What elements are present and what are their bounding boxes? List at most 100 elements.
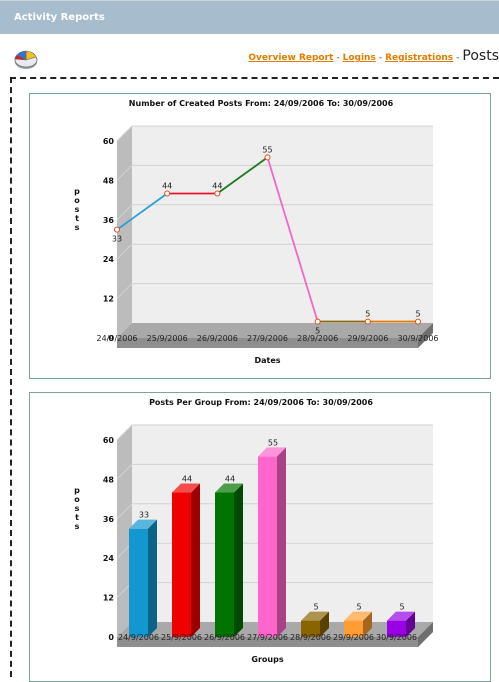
bar [258, 456, 277, 637]
nav-separator: - [456, 53, 460, 63]
x-tick-label: 28/9/2006 [290, 633, 331, 642]
data-label: 5 [415, 310, 420, 319]
bar-top [344, 611, 372, 621]
y-tick-label: 48 [103, 176, 115, 185]
data-label: 33 [112, 235, 122, 244]
x-axis-label: Dates [254, 356, 280, 365]
x-tick-label: 24/9/2006 [118, 633, 159, 642]
chart-back-wall [132, 126, 433, 323]
data-point [214, 190, 221, 197]
bar-side [191, 483, 200, 637]
x-tick-label: 26/9/2006 [204, 633, 245, 642]
bar-side [320, 611, 329, 637]
pie-chart-logo-icon [14, 50, 38, 69]
x-tick-label: 26/9/2006 [197, 334, 238, 343]
y-axis-label-letter: t [75, 214, 79, 223]
bar-top [215, 483, 243, 493]
bar-side [277, 447, 286, 637]
bar-side [363, 611, 372, 637]
y-tick-label: 36 [103, 515, 115, 524]
chart-floor-front [117, 338, 418, 348]
nav-link-registrations[interactable]: Registrations [385, 53, 454, 63]
bar [344, 620, 363, 637]
nav-current-page: Posts [462, 48, 499, 64]
y-tick-label: 60 [103, 436, 115, 445]
gridline-side [116, 283, 133, 299]
y-axis-label-letter: p [74, 486, 80, 495]
data-label: 55 [268, 438, 278, 447]
report-frame-top-border [10, 77, 499, 79]
y-axis-label-letter: s [75, 223, 80, 232]
x-tick-label: 25/9/2006 [161, 633, 202, 642]
data-label: 33 [139, 511, 149, 520]
y-tick-label: 60 [103, 137, 115, 146]
chart-side-wall [117, 126, 132, 338]
gridline-side [116, 243, 133, 260]
nav-separator: - [336, 53, 340, 63]
data-point [415, 318, 421, 325]
data-label: 5 [315, 327, 320, 336]
chart-floor [117, 323, 433, 338]
y-tick-label: 36 [103, 216, 115, 225]
window-title: Activity Reports [14, 12, 105, 23]
chart-floor-front [117, 637, 418, 647]
gridline-side [116, 503, 133, 520]
x-tick-label: 30/9/2006 [397, 334, 438, 343]
window-titlebar: Activity Reports [0, 0, 499, 34]
x-tick-label: 27/9/2006 [247, 334, 288, 343]
chart-title: Posts Per Group From: 24/09/2006 To: 30/… [149, 398, 373, 407]
data-point [164, 190, 171, 197]
y-tick-label: 12 [103, 295, 114, 304]
bar [215, 492, 234, 637]
y-tick-label: 48 [103, 475, 115, 484]
y-axis-label-letter: o [74, 495, 80, 504]
y-tick-label: 24 [103, 554, 115, 563]
data-point [264, 154, 271, 161]
x-tick-label: 29/9/2006 [333, 633, 374, 642]
x-tick-label: 29/9/2006 [347, 334, 388, 343]
line-chart-panel: Number of Created Posts From: 24/09/2006… [29, 93, 491, 379]
y-axis-label-letter: t [75, 513, 79, 522]
chart-title: Number of Created Posts From: 24/09/2006… [129, 99, 394, 108]
x-tick-label: 27/9/2006 [247, 633, 288, 642]
bar [172, 492, 191, 637]
gridline-side [116, 125, 133, 142]
data-point [114, 226, 120, 233]
y-tick-label: 24 [103, 255, 115, 264]
nav-separator: - [378, 53, 383, 63]
series-line-segment [216, 156, 269, 195]
bar-chart-panel: Posts Per Group From: 24/09/2006 To: 30/… [29, 392, 491, 682]
series-line-segment [116, 192, 168, 231]
data-label: 44 [225, 475, 235, 484]
bar [387, 620, 406, 637]
line-chart: Number of Created Posts From: 24/09/2006… [74, 99, 438, 365]
bar [301, 620, 320, 637]
data-label: 5 [356, 603, 361, 612]
x-tick-label: 28/9/2006 [297, 334, 338, 343]
gridline-side [116, 464, 133, 480]
y-tick-label: 0 [108, 334, 114, 343]
bar-side [234, 483, 243, 637]
data-label: 5 [399, 603, 404, 612]
nav-link-logins[interactable]: Logins [342, 53, 376, 63]
chart-side-wall [117, 425, 132, 637]
data-label: 5 [313, 603, 318, 612]
y-tick-label: 0 [108, 633, 114, 642]
y-axis-label-letter: s [75, 205, 80, 214]
bar-top [258, 447, 286, 457]
data-label: 55 [262, 145, 272, 154]
bar-chart: Posts Per Group From: 24/09/2006 To: 30/… [74, 398, 433, 664]
x-tick-label: 30/9/2006 [376, 633, 417, 642]
y-axis-label-letter: o [74, 196, 80, 205]
x-axis-label: Groups [251, 655, 283, 664]
y-axis-label-letter: s [75, 522, 80, 531]
bar-top [301, 611, 329, 621]
y-tick-label: 12 [103, 594, 114, 603]
bar-top [172, 483, 200, 493]
bar-top [129, 519, 157, 529]
chart-floor-edge [418, 323, 433, 348]
nav-link-overview-report[interactable]: Overview Report [248, 53, 334, 63]
gridline-side [116, 424, 133, 441]
data-point [314, 318, 321, 325]
y-axis-label-letter: p [74, 187, 80, 196]
